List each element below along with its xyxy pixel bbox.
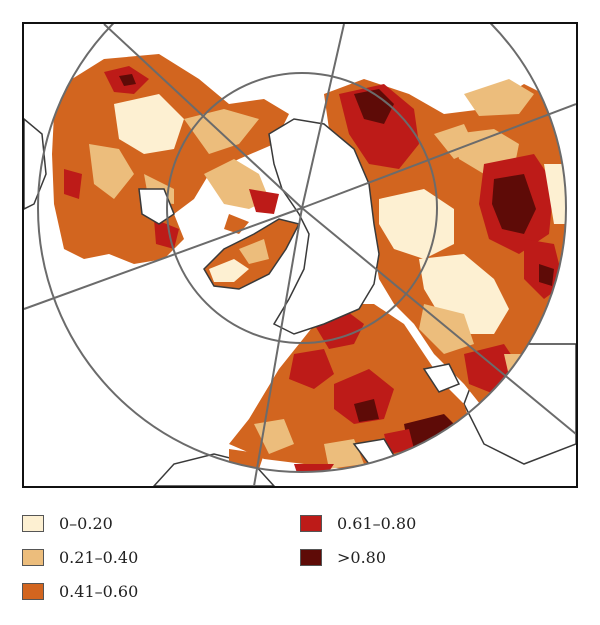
legend-swatch <box>22 582 44 600</box>
legend-label: 0–0.20 <box>59 513 113 533</box>
graticule <box>24 24 576 486</box>
legend-swatch <box>300 514 322 532</box>
legend-label: 0.41–0.60 <box>59 581 139 601</box>
legend-label: 0.21–0.40 <box>59 547 139 567</box>
legend-label: >0.80 <box>337 547 387 567</box>
legend-swatch <box>22 548 44 566</box>
legend-swatch <box>300 548 322 566</box>
legend-item-4: 0.61–0.80 <box>300 512 416 534</box>
polar-map <box>24 24 576 486</box>
arctic-circle <box>166 72 438 344</box>
legend-label: 0.61–0.80 <box>337 513 417 533</box>
domain-boundary-circle <box>37 24 567 473</box>
legend-item-1: 0–0.20 <box>22 512 113 534</box>
legend-item-3: 0.41–0.60 <box>22 580 138 602</box>
legend-swatch <box>22 514 44 532</box>
map-panel <box>22 22 578 488</box>
region-north-america <box>52 54 289 264</box>
legend-item-2: 0.21–0.40 <box>22 546 138 568</box>
legend-item-5: >0.80 <box>300 546 386 568</box>
